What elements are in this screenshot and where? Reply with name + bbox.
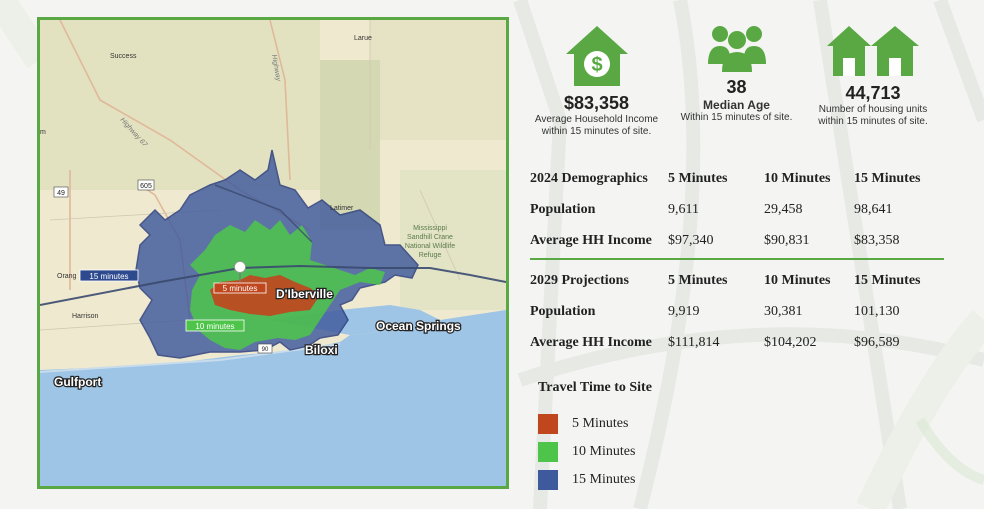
place-success: Success	[110, 53, 137, 60]
cell: $83,358	[854, 232, 900, 248]
age-value: 38	[726, 77, 747, 97]
label-5-minutes: 5 minutes	[223, 284, 258, 293]
stat-income: $ $83,358 Average Household Income withi…	[534, 24, 659, 138]
legend-item-5-minutes: 5 Minutes	[538, 410, 652, 438]
cell: $97,340	[668, 232, 714, 248]
cell: 9,919	[668, 303, 700, 319]
travel-time-map[interactable]: 605 49 90 Success Larue Highway 67 Highw…	[37, 17, 509, 489]
header-cell: 15 Minutes	[854, 272, 921, 288]
legend-label: 15 Minutes	[572, 472, 636, 487]
route-49-shield: 49	[57, 190, 65, 197]
cell: 101,130	[854, 303, 900, 319]
legend-swatch-15	[538, 470, 558, 490]
legend-item-10-minutes: 10 Minutes	[538, 438, 652, 466]
stat-median-age: 38 Median Age Within 15 minutes of site.	[674, 24, 799, 124]
refuge-line-2: Sandhill Crane	[407, 234, 453, 241]
table-row: Average HH Income $97,340 $90,831 $83,35…	[530, 225, 944, 256]
house-dollar-icon: $	[565, 26, 628, 86]
header-cell: 5 Minutes	[668, 272, 728, 288]
row-label: Average HH Income	[530, 334, 652, 350]
legend-label: 10 Minutes	[572, 444, 636, 459]
legend-swatch-5	[538, 414, 558, 434]
legend-label: 5 Minutes	[572, 416, 629, 431]
label-15-minutes: 15 minutes	[89, 272, 128, 281]
stat-housing: 44,713 Number of housing units within 15…	[808, 24, 938, 128]
place-larue: Larue	[354, 35, 372, 42]
place-harrison: Harrison	[72, 313, 99, 320]
header-cell: 15 Minutes	[854, 170, 921, 186]
road-highway: Highway	[270, 54, 282, 82]
header-cell: 2024 Demographics	[530, 170, 648, 186]
housing-value: 44,713	[845, 83, 901, 103]
row-label: Average HH Income	[530, 232, 652, 248]
refuge-line-1: Mississippi	[413, 225, 447, 232]
place-orange: Orang	[57, 273, 77, 280]
cell: $96,589	[854, 334, 900, 350]
cell: 98,641	[854, 201, 893, 217]
cell: 9,611	[668, 201, 699, 217]
table-header-row: 2029 Projections 5 Minutes 10 Minutes 15…	[530, 265, 944, 296]
demographics-2024-table: 2024 Demographics 5 Minutes 10 Minutes 1…	[530, 163, 944, 256]
table-row: Average HH Income $111,814 $104,202 $96,…	[530, 327, 944, 358]
route-90-shield: 90	[262, 347, 269, 353]
section-divider	[530, 258, 944, 260]
refuge-line-4: Refuge	[419, 252, 442, 259]
site-marker-icon[interactable]	[234, 261, 246, 283]
travel-time-legend: Travel Time to Site 5 Minutes 10 Minutes…	[538, 380, 652, 494]
income-label-1: Average Household Income	[534, 114, 659, 125]
cell: 30,381	[764, 303, 803, 319]
place-latimer: Latimer	[330, 205, 354, 212]
cell: $104,202	[764, 334, 817, 350]
svg-text:$: $	[591, 54, 602, 76]
header-cell: 10 Minutes	[764, 170, 831, 186]
age-label: Within 15 minutes of site.	[680, 112, 793, 123]
city-gulfport: Gulfport	[54, 375, 101, 389]
cell: $90,831	[764, 232, 810, 248]
projections-2029-table: 2029 Projections 5 Minutes 10 Minutes 15…	[530, 265, 944, 358]
cell: $111,814	[668, 334, 720, 350]
header-cell: 10 Minutes	[764, 272, 831, 288]
housing-label-1: Number of housing units	[818, 104, 928, 115]
route-605-shield: 605	[140, 183, 152, 190]
income-label-2: within 15 minutes of site.	[541, 126, 652, 137]
houses-icon	[827, 26, 919, 76]
header-cell: 2029 Projections	[530, 272, 629, 288]
legend-swatch-10	[538, 442, 558, 462]
row-label: Population	[530, 303, 596, 319]
label-10-minutes: 10 minutes	[195, 322, 234, 331]
table-header-row: 2024 Demographics 5 Minutes 10 Minutes 1…	[530, 163, 944, 194]
city-ocean-springs: Ocean Springs	[376, 319, 461, 333]
city-biloxi: Biloxi	[305, 343, 338, 357]
age-sub: Median Age	[703, 98, 770, 112]
city-diberville: D'Iberville	[276, 287, 333, 301]
legend-title: Travel Time to Site	[538, 380, 652, 395]
refuge-line-3: National Wildlife	[405, 243, 455, 250]
income-value: $83,358	[563, 93, 630, 113]
table-row: Population 9,611 29,458 98,641	[530, 194, 944, 225]
legend-item-15-minutes: 15 Minutes	[538, 466, 652, 494]
cell: 29,458	[764, 201, 803, 217]
housing-label-2: within 15 minutes of site.	[818, 116, 928, 127]
people-icon	[707, 26, 766, 72]
header-cell: 5 Minutes	[668, 170, 728, 186]
table-row: Population 9,919 30,381 101,130	[530, 296, 944, 327]
place-m: m	[40, 129, 46, 136]
row-label: Population	[530, 201, 596, 217]
